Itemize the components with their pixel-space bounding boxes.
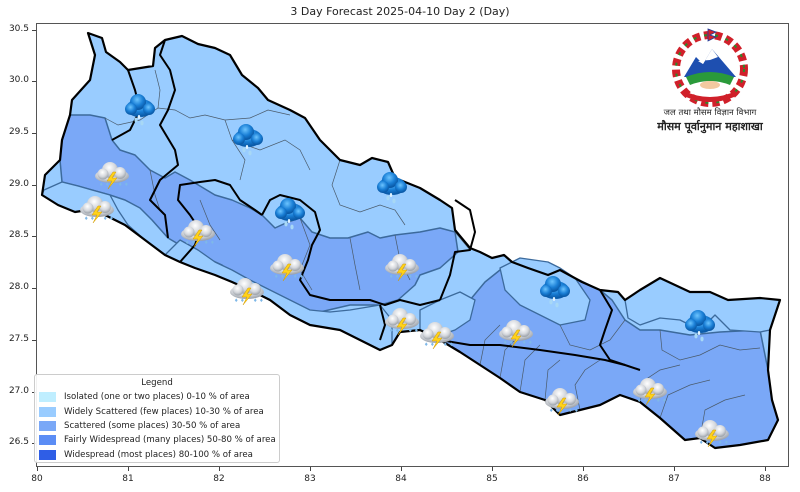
y-tick: 30.5	[0, 24, 36, 34]
legend-swatch	[39, 420, 56, 431]
legend-item: Isolated (one or two places) 0-10 % of a…	[35, 390, 279, 404]
legend-label: Isolated (one or two places) 0-10 % of a…	[64, 392, 250, 403]
legend-item: Fairly Widespread (many places) 50-80 % …	[35, 433, 279, 447]
y-tick: 29.5	[0, 127, 36, 137]
x-tick: 87	[659, 467, 689, 484]
department-name: जल तथा मौसम विज्ञान विभाग	[663, 108, 757, 118]
country-border	[40, 31, 782, 450]
y-tick: 30.0	[0, 75, 36, 85]
y-tick: 28.5	[0, 230, 36, 240]
x-tick: 86	[568, 467, 598, 484]
legend-label: Widespread (most places) 80-100 % of are…	[64, 449, 253, 460]
x-tick: 80	[22, 467, 52, 484]
legend-item: Scattered (some places) 30-50 % of area	[35, 419, 279, 433]
y-tick: 28.0	[0, 282, 36, 292]
emblem-icon	[672, 28, 748, 107]
legend-title: Legend	[141, 378, 173, 388]
x-tick: 84	[386, 467, 416, 484]
y-tick: 27.5	[0, 334, 36, 344]
x-tick: 83	[295, 467, 325, 484]
legend-swatch	[39, 435, 56, 446]
chart-title: 3 Day Forecast 2025-04-10 Day 2 (Day)	[290, 5, 510, 18]
x-tick: 81	[113, 467, 143, 484]
legend-item: Widespread (most places) 80-100 % of are…	[35, 448, 279, 462]
district-lines	[104, 69, 761, 439]
province-borders	[111, 39, 641, 371]
legend-swatch	[39, 406, 56, 417]
y-tick: 29.0	[0, 179, 36, 189]
y-tick: 27.0	[0, 386, 36, 396]
x-tick: 88	[750, 467, 780, 484]
nepal-map: ♦ ♦ ♦ ♦	[40, 31, 782, 450]
legend-label: Scattered (some places) 30-50 % of area	[64, 420, 241, 431]
division-name: मौसम पूर्वानुमान महाशाखा	[657, 120, 763, 133]
legend-label: Fairly Widespread (many places) 50-80 % …	[64, 435, 276, 446]
legend-item: Widely Scattered (few places) 10-30 % of…	[35, 404, 279, 418]
y-tick: 26.5	[0, 437, 36, 447]
map-axes	[36, 23, 789, 467]
legend-label: Widely Scattered (few places) 10-30 % of…	[64, 406, 264, 417]
legend: Legend Isolated (one or two places) 0-10…	[34, 374, 280, 463]
legend-swatch	[39, 392, 56, 403]
x-tick: 85	[477, 467, 507, 484]
legend-swatch	[39, 449, 56, 460]
dhm-logo: जल तथा मौसम विज्ञान विभाग मौसम पूर्वानुम…	[640, 27, 780, 137]
x-tick: 82	[204, 467, 234, 484]
